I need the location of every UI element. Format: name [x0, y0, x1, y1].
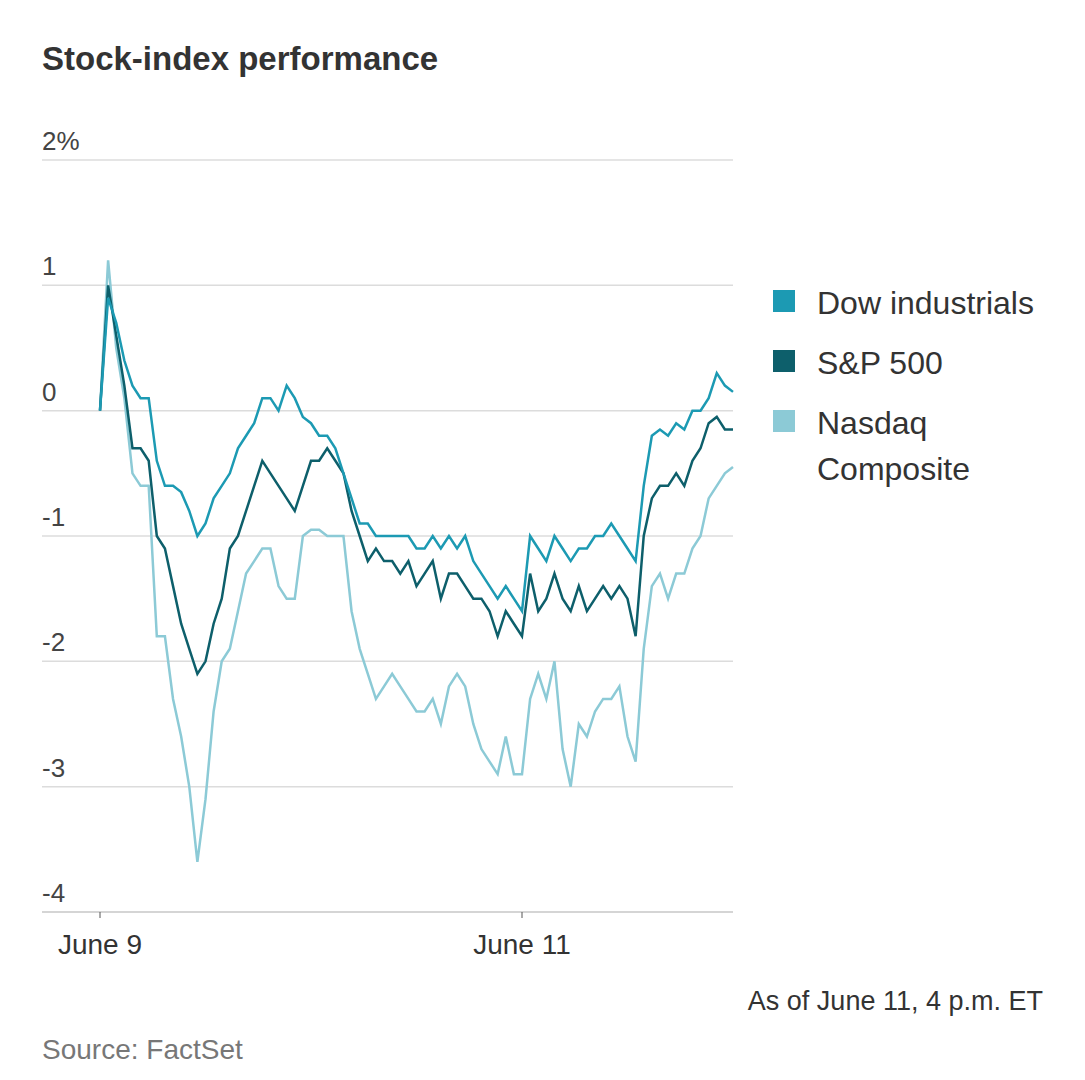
svg-text:1: 1: [42, 251, 56, 281]
svg-text:-1: -1: [42, 502, 65, 532]
html-text:As of June 11, 4 p.m. ET: As of June 11, 4 p.m. ET: [747, 986, 1043, 1016]
html-text:Stock-index performance: Stock-index performance: [42, 40, 439, 77]
svg-text:-2: -2: [42, 627, 65, 657]
html-text:Dow industrials: Dow industrials: [817, 285, 1034, 321]
html-text:Source: FactSet: Source: FactSet: [42, 1034, 243, 1065]
svg-text:0: 0: [42, 377, 56, 407]
svg-text:June 9: June 9: [58, 929, 142, 960]
svg-text:-4: -4: [42, 878, 65, 908]
svg-text:June 11: June 11: [473, 929, 571, 960]
html-text:S&P 500: S&P 500: [817, 345, 943, 381]
html-text:Nasdaq Composite: Nasdaq Composite: [817, 405, 970, 487]
svg-text:-3: -3: [42, 753, 65, 783]
svg-text:2%: 2%: [42, 126, 80, 156]
